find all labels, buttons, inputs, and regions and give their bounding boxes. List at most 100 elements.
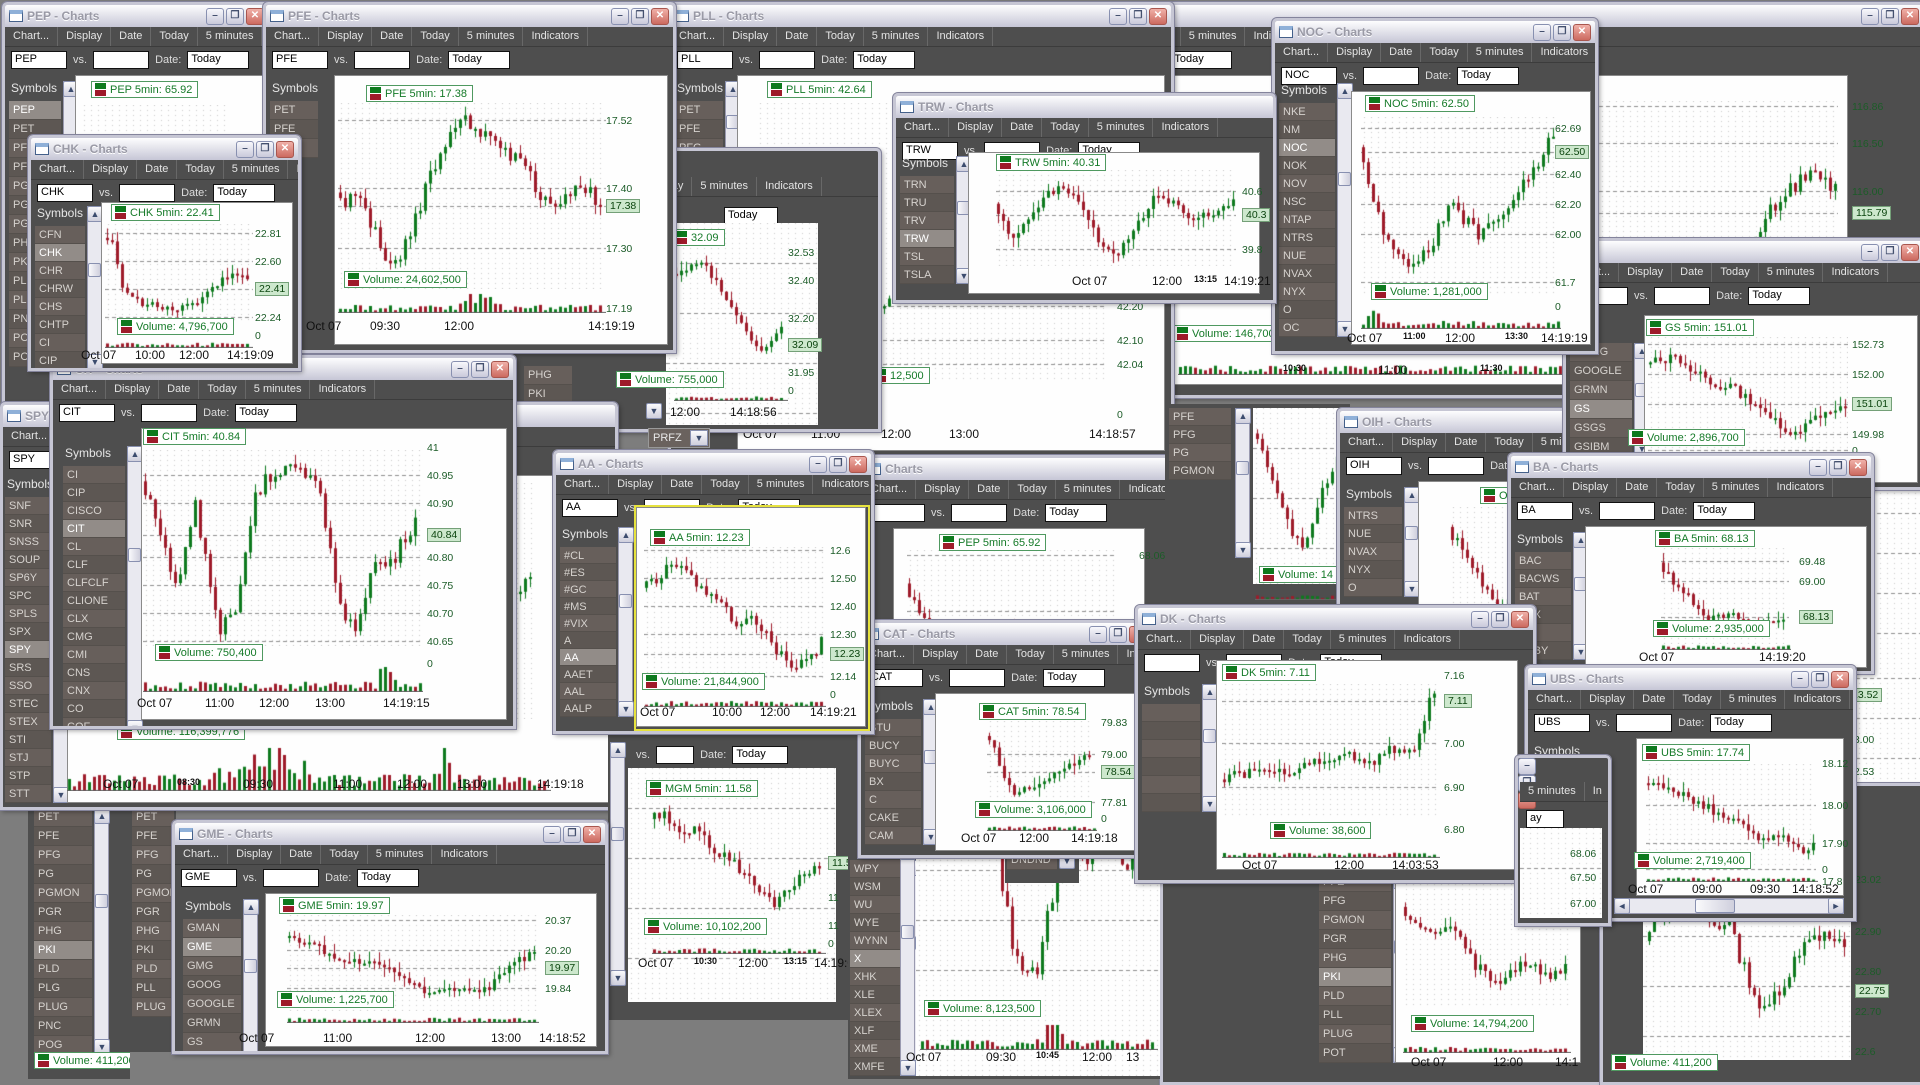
- symbol-row[interactable]: SPY: [5, 641, 51, 659]
- vs-input[interactable]: [141, 404, 198, 422]
- menu-item-chart-[interactable]: Chart...: [1138, 630, 1192, 649]
- menu-item-today[interactable]: Today: [1674, 690, 1721, 709]
- vs-input[interactable]: [263, 869, 320, 887]
- candlestick-chart[interactable]: [644, 547, 824, 681]
- symbol-row[interactable]: BUCY: [865, 737, 921, 755]
- date-input[interactable]: Today: [1457, 67, 1520, 85]
- symbol-row[interactable]: AALP: [560, 700, 616, 717]
- symbol-row[interactable]: PET: [270, 101, 318, 120]
- combo-arrow-icon[interactable]: ▼: [690, 430, 708, 446]
- symbol-row[interactable]: XMFE: [850, 1058, 900, 1076]
- min-button[interactable]: –: [451, 361, 469, 378]
- symbol-row[interactable]: SP6Y: [5, 569, 51, 587]
- menu-item-date[interactable]: Date: [1634, 690, 1675, 709]
- min-button[interactable]: –: [1471, 611, 1489, 628]
- symbol-input[interactable]: NOC: [1281, 67, 1337, 85]
- title-bar[interactable]: CHK - Charts – ❐ ✕: [31, 138, 298, 160]
- close-button[interactable]: ✕: [849, 456, 867, 473]
- max-button[interactable]: ❐: [1553, 24, 1571, 41]
- symbol-row[interactable]: O: [1344, 579, 1402, 597]
- date-input[interactable]: Today: [448, 51, 511, 69]
- menu-item-display[interactable]: Display: [1564, 478, 1618, 497]
- menu-item-5-minutes[interactable]: 5 minutes: [1181, 27, 1246, 46]
- max-button[interactable]: ❐: [471, 361, 489, 378]
- symbol-row[interactable]: NOK: [1279, 157, 1335, 175]
- date-input[interactable]: Today: [1043, 669, 1106, 687]
- symbol-input[interactable]: BA: [1517, 502, 1573, 520]
- menu-item-display[interactable]: Display: [1619, 263, 1673, 282]
- symbol-row[interactable]: [1142, 758, 1200, 776]
- menu-item-indicators[interactable]: Indicators: [1153, 118, 1219, 137]
- menu-item-chart-[interactable]: Chart...: [863, 480, 917, 499]
- symbol-row[interactable]: BTU: [865, 719, 921, 737]
- symbol-row[interactable]: PLL: [1319, 1006, 1391, 1025]
- symbol-row[interactable]: WU: [850, 896, 900, 914]
- menu-item-5-minutes[interactable]: 5 minutes: [749, 475, 814, 494]
- date-input[interactable]: Today: [1748, 287, 1811, 305]
- close-button[interactable]: ✕: [276, 141, 294, 158]
- candlestick-chart[interactable]: [987, 721, 1095, 805]
- symbol-row[interactable]: PET: [132, 808, 174, 827]
- menu-item-today[interactable]: Today: [1042, 118, 1089, 137]
- symbol-row[interactable]: AAL: [560, 683, 616, 700]
- vertical-scrollbar[interactable]: [1202, 684, 1217, 812]
- vertical-scrollbar[interactable]: [1337, 83, 1352, 337]
- symbol-row[interactable]: STJ: [5, 749, 51, 767]
- min-button[interactable]: –: [1533, 24, 1551, 41]
- title-bar[interactable]: – ❐ ✕: [1566, 241, 1920, 263]
- menu-item-today[interactable]: Today: [1009, 480, 1056, 499]
- symbol-row[interactable]: STEX: [5, 713, 51, 731]
- scroll-left-icon[interactable]: ◄: [1614, 898, 1630, 914]
- symbol-row[interactable]: NM: [1279, 121, 1335, 139]
- menu-item-5-minutes[interactable]: 5 minutes: [1054, 645, 1119, 664]
- symbol-row[interactable]: PFE: [132, 827, 174, 846]
- vertical-scrollbar[interactable]: [127, 446, 142, 726]
- symbol-row[interactable]: #ES: [560, 564, 616, 581]
- symbol-combobox[interactable]: PRFZ ▼: [648, 428, 710, 448]
- scroll-up-icon[interactable]: ▲: [1337, 83, 1353, 99]
- symbol-row[interactable]: STT: [5, 785, 51, 803]
- close-button[interactable]: ✕: [1901, 244, 1919, 261]
- symbol-row[interactable]: #GC: [560, 581, 616, 598]
- scroll-thumb[interactable]: [244, 959, 257, 974]
- close-button[interactable]: ✕: [1149, 8, 1167, 25]
- symbol-row[interactable]: PFE: [1169, 408, 1231, 426]
- vertical-scrollbar[interactable]: [900, 844, 915, 1076]
- symbol-row[interactable]: CLFCLF: [63, 574, 125, 592]
- symbol-row[interactable]: NSC: [1279, 193, 1335, 211]
- symbol-row[interactable]: TRN: [900, 176, 954, 194]
- symbol-row[interactable]: PKI: [1319, 968, 1391, 987]
- menu-item-5-minutes[interactable]: 5 minutes: [864, 27, 929, 46]
- symbol-row[interactable]: PFE: [675, 120, 723, 139]
- candlestick-chart[interactable]: [338, 103, 606, 289]
- scroll-down-icon[interactable]: ▼: [900, 1060, 916, 1076]
- min-button[interactable]: –: [1518, 758, 1536, 775]
- symbol-row[interactable]: NVAX: [1279, 265, 1335, 283]
- symbol-row[interactable]: NYX: [1344, 561, 1402, 579]
- max-button[interactable]: ❐: [1109, 626, 1127, 643]
- menu-item-today[interactable]: Today: [177, 160, 224, 179]
- menu-item-chart-[interactable]: Chart...: [53, 380, 107, 399]
- symbol-row[interactable]: CI: [35, 334, 85, 352]
- menu-item-chart-[interactable]: Chart...: [1511, 478, 1565, 497]
- menu-item-chart-[interactable]: Chart...: [861, 645, 915, 664]
- menu-item-date[interactable]: Date: [1446, 433, 1487, 452]
- candlestick-chart[interactable]: [143, 450, 421, 646]
- close-button[interactable]: ✕: [651, 8, 669, 25]
- symbol-row[interactable]: SOUP: [5, 551, 51, 569]
- close-button[interactable]: ✕: [1573, 24, 1591, 41]
- menu-item-chart-[interactable]: Chart...: [31, 160, 85, 179]
- menu-item-indicators[interactable]: Indicators: [432, 845, 498, 864]
- input-field[interactable]: ay: [1526, 810, 1564, 828]
- symbol-row[interactable]: PHG: [132, 922, 174, 941]
- symbol-row[interactable]: PKI: [34, 941, 92, 960]
- symbol-row[interactable]: WSM: [850, 878, 900, 896]
- vs-input[interactable]: [949, 669, 1006, 687]
- menu-item-date[interactable]: Date: [1244, 630, 1285, 649]
- menu-item-today[interactable]: Today: [1657, 478, 1704, 497]
- symbol-row[interactable]: TSLA: [900, 266, 954, 284]
- menu-item-display[interactable]: Display: [58, 27, 112, 46]
- symbol-row[interactable]: NUE: [1344, 525, 1402, 543]
- symbol-row[interactable]: PLUG: [1319, 1025, 1391, 1044]
- menu-item-5-minutes[interactable]: 5 minutes: [1331, 630, 1396, 649]
